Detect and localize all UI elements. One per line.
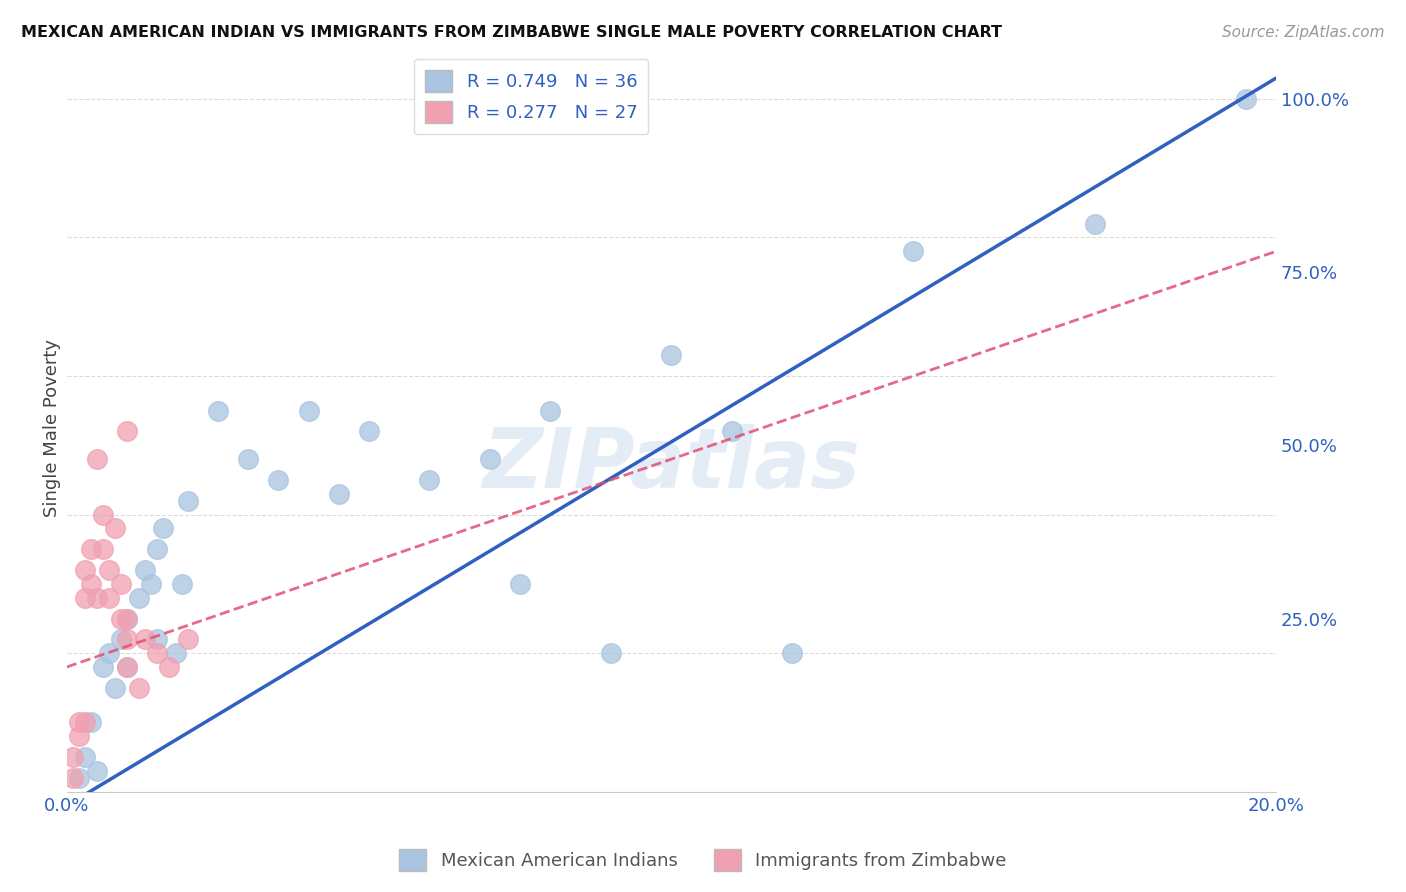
Point xyxy=(80,542,103,557)
Point xyxy=(141,577,163,591)
Point xyxy=(86,764,108,778)
Point xyxy=(80,577,103,591)
Point xyxy=(159,660,181,674)
Point xyxy=(134,632,156,647)
Point xyxy=(67,771,90,785)
Point xyxy=(98,646,121,660)
Point xyxy=(110,611,132,625)
Point xyxy=(720,425,742,439)
Point xyxy=(146,632,169,647)
Point xyxy=(104,681,127,695)
Point xyxy=(98,591,121,605)
Point xyxy=(98,563,121,577)
Point xyxy=(128,681,150,695)
Point xyxy=(1083,217,1105,231)
Point xyxy=(170,577,193,591)
Point xyxy=(115,611,138,625)
Text: MEXICAN AMERICAN INDIAN VS IMMIGRANTS FROM ZIMBABWE SINGLE MALE POVERTY CORRELAT: MEXICAN AMERICAN INDIAN VS IMMIGRANTS FR… xyxy=(21,25,1002,40)
Point xyxy=(104,521,127,535)
Point xyxy=(62,771,84,785)
Point xyxy=(110,632,132,647)
Point xyxy=(478,452,501,467)
Point xyxy=(73,563,96,577)
Text: Source: ZipAtlas.com: Source: ZipAtlas.com xyxy=(1222,25,1385,40)
Point xyxy=(236,452,259,467)
Point xyxy=(176,632,198,647)
Point xyxy=(115,425,138,439)
Point xyxy=(80,715,103,730)
Point xyxy=(73,715,96,730)
Point xyxy=(1234,92,1257,106)
Point xyxy=(91,508,114,522)
Point xyxy=(418,473,440,487)
Point xyxy=(146,542,169,557)
Point xyxy=(91,542,114,557)
Legend: R = 0.749   N = 36, R = 0.277   N = 27: R = 0.749 N = 36, R = 0.277 N = 27 xyxy=(415,59,648,134)
Point xyxy=(115,660,138,674)
Point xyxy=(176,493,198,508)
Point xyxy=(86,591,108,605)
Y-axis label: Single Male Poverty: Single Male Poverty xyxy=(44,339,60,517)
Point xyxy=(110,577,132,591)
Point xyxy=(267,473,290,487)
Point xyxy=(538,403,561,417)
Point xyxy=(115,632,138,647)
Point xyxy=(328,487,350,501)
Point xyxy=(128,591,150,605)
Point xyxy=(73,750,96,764)
Point xyxy=(91,660,114,674)
Point xyxy=(67,715,90,730)
Point xyxy=(115,611,138,625)
Point xyxy=(901,244,924,259)
Point xyxy=(780,646,803,660)
Point xyxy=(165,646,187,660)
Point xyxy=(134,563,156,577)
Point xyxy=(599,646,621,660)
Legend: Mexican American Indians, Immigrants from Zimbabwe: Mexican American Indians, Immigrants fro… xyxy=(392,842,1014,879)
Point xyxy=(357,425,380,439)
Point xyxy=(67,729,90,743)
Point xyxy=(152,521,174,535)
Point xyxy=(73,591,96,605)
Point xyxy=(115,660,138,674)
Point xyxy=(297,403,319,417)
Point xyxy=(146,646,169,660)
Point xyxy=(86,452,108,467)
Point xyxy=(62,750,84,764)
Point xyxy=(659,348,682,362)
Text: ZIPatlas: ZIPatlas xyxy=(482,424,860,505)
Point xyxy=(509,577,531,591)
Point xyxy=(207,403,229,417)
